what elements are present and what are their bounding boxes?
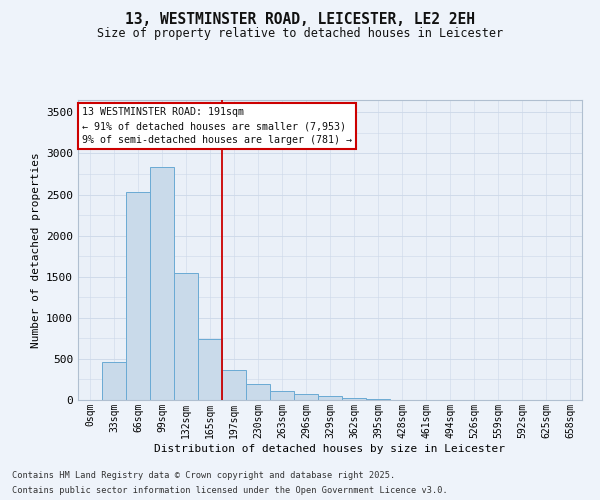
Bar (294, 394, 318, 400)
Bar (198, 339, 222, 400)
Bar (366, 399, 390, 400)
Bar (270, 390, 294, 400)
X-axis label: Distribution of detached houses by size in Leicester: Distribution of detached houses by size … (155, 444, 505, 454)
Bar (150, 166, 174, 400)
Text: 13, WESTMINSTER ROAD, LEICESTER, LE2 2EH: 13, WESTMINSTER ROAD, LEICESTER, LE2 2EH (125, 12, 475, 28)
Bar (222, 370, 246, 400)
Bar (102, 362, 126, 400)
Bar (246, 384, 270, 400)
Bar (318, 396, 342, 400)
Bar (174, 274, 198, 400)
Y-axis label: Number of detached properties: Number of detached properties (31, 152, 41, 348)
Text: 13 WESTMINSTER ROAD: 191sqm
← 91% of detached houses are smaller (7,953)
9% of s: 13 WESTMINSTER ROAD: 191sqm ← 91% of det… (82, 108, 352, 146)
Bar (342, 398, 366, 400)
Text: Size of property relative to detached houses in Leicester: Size of property relative to detached ho… (97, 28, 503, 40)
Text: Contains HM Land Registry data © Crown copyright and database right 2025.: Contains HM Land Registry data © Crown c… (12, 471, 395, 480)
Bar (126, 192, 150, 400)
Text: Contains public sector information licensed under the Open Government Licence v3: Contains public sector information licen… (12, 486, 448, 495)
